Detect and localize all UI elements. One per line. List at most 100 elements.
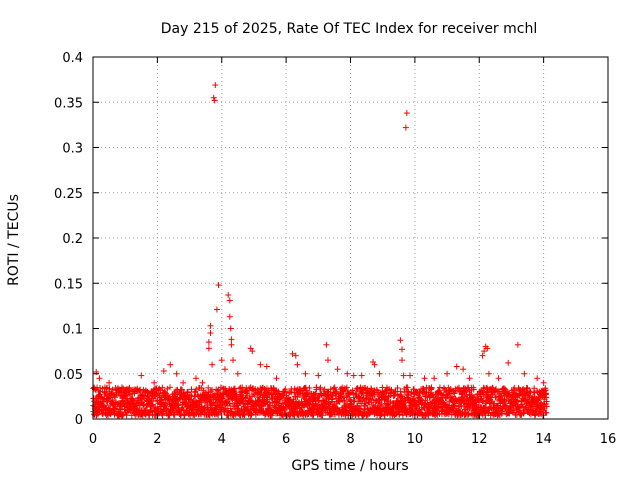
baseline-point xyxy=(367,396,374,403)
baseline-point xyxy=(525,406,532,413)
x-tick-label: 6 xyxy=(282,432,290,447)
data-point xyxy=(215,282,222,289)
baseline-point xyxy=(428,384,435,391)
x-tick-label: 16 xyxy=(600,432,617,447)
baseline-point xyxy=(418,396,425,403)
baseline-point xyxy=(317,384,324,391)
baseline-point xyxy=(420,404,427,411)
data-point xyxy=(273,375,280,382)
data-point xyxy=(226,297,233,304)
data-point xyxy=(218,357,225,364)
data-point xyxy=(302,370,309,377)
data-point xyxy=(371,361,378,368)
data-point xyxy=(151,379,158,386)
baseline-point xyxy=(414,402,421,409)
baseline-point xyxy=(221,408,228,415)
baseline-point xyxy=(129,396,136,403)
baseline-point xyxy=(394,384,401,391)
baseline-point xyxy=(454,385,461,392)
baseline-point xyxy=(516,404,523,411)
data-point xyxy=(334,366,341,373)
baseline-point xyxy=(264,390,271,397)
baseline-point xyxy=(299,408,306,415)
baseline-point xyxy=(388,387,395,394)
data-point xyxy=(160,368,167,375)
baseline-point xyxy=(123,412,130,419)
data-point xyxy=(505,359,512,366)
data-point xyxy=(106,379,113,386)
data-point xyxy=(173,370,180,377)
y-tick-label: 0.35 xyxy=(54,96,83,111)
data-point xyxy=(211,97,218,104)
baseline-point xyxy=(282,386,289,393)
data-point xyxy=(257,361,264,368)
baseline-point xyxy=(214,387,221,394)
baseline-point xyxy=(404,384,411,391)
baseline-point xyxy=(346,390,353,397)
data-point xyxy=(453,363,460,370)
baseline-point xyxy=(106,385,113,392)
data-point xyxy=(199,379,206,386)
data-point xyxy=(358,372,365,379)
baseline-point xyxy=(101,389,108,396)
baseline-point xyxy=(207,388,214,395)
baseline-point xyxy=(397,388,404,395)
baseline-point xyxy=(111,394,118,401)
baseline-point xyxy=(343,384,350,391)
baseline-point xyxy=(306,384,313,391)
data-point xyxy=(225,292,232,299)
baseline-point xyxy=(153,398,160,405)
x-axis-label: GPS time / hours xyxy=(291,458,408,474)
data-point xyxy=(407,372,414,379)
data-point xyxy=(205,339,212,346)
data-point xyxy=(263,363,270,370)
baseline-point xyxy=(240,410,247,417)
x-tick-label: 12 xyxy=(471,432,488,447)
data-point xyxy=(521,370,528,377)
baseline-point xyxy=(492,385,499,392)
baseline-point xyxy=(312,396,319,403)
data-point xyxy=(400,372,407,379)
data-point xyxy=(294,361,301,368)
data-point xyxy=(180,379,187,386)
baseline-point xyxy=(439,392,446,399)
data-point xyxy=(460,366,467,373)
y-tick-label: 0.3 xyxy=(62,142,83,157)
data-point xyxy=(228,336,235,343)
y-axis-label: ROTI / TECUs xyxy=(6,194,22,286)
baseline-point xyxy=(492,394,499,401)
baseline-point xyxy=(501,397,508,404)
y-tick-label: 0.1 xyxy=(62,323,83,338)
data-point xyxy=(315,372,322,379)
baseline-point xyxy=(339,397,346,404)
y-tick-label: 0.15 xyxy=(54,277,83,292)
data-point xyxy=(399,346,405,353)
chart-title: Day 215 of 2025, Rate Of TEC Index for r… xyxy=(161,21,537,37)
x-tick-label: 8 xyxy=(346,432,354,447)
x-tick-label: 14 xyxy=(535,432,552,447)
baseline-point xyxy=(272,404,279,411)
baseline-point xyxy=(244,389,251,396)
data-point xyxy=(96,375,103,382)
data-point xyxy=(403,110,410,117)
data-point xyxy=(485,370,492,377)
baseline-point xyxy=(164,385,171,392)
data-point xyxy=(540,379,547,386)
baseline-point xyxy=(285,390,292,397)
baseline-point xyxy=(179,386,186,393)
data-point xyxy=(289,350,296,357)
y-tick-label: 0.25 xyxy=(54,187,83,202)
baseline-point xyxy=(159,384,166,391)
baseline-point xyxy=(319,412,326,419)
baseline-point xyxy=(95,407,102,414)
data-point xyxy=(205,345,212,352)
data-point xyxy=(167,361,174,368)
baseline-point xyxy=(252,386,259,393)
y-tick-label: 0 xyxy=(75,413,83,428)
baseline-point xyxy=(136,387,143,394)
baseline-point xyxy=(441,385,448,392)
data-point xyxy=(421,375,428,382)
baseline-point xyxy=(126,384,133,391)
baseline-point xyxy=(247,412,254,419)
